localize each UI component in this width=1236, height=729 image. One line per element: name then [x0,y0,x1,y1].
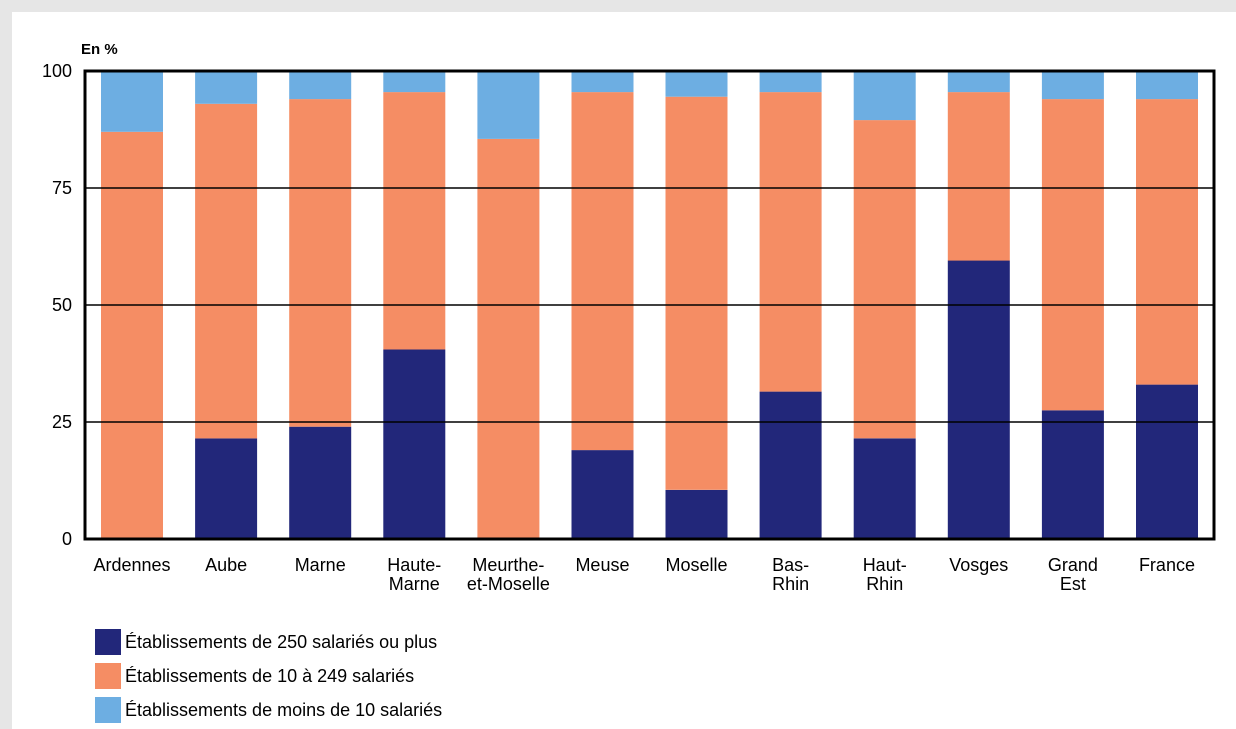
legend-label: Établissements de 250 salariés ou plus [125,631,438,652]
x-category-label: Meurthe-et-Moselle [467,555,550,594]
bar-segment [1041,99,1104,411]
bar-segment [665,71,728,97]
unit-label: En % [81,41,118,58]
bar-segment [665,489,728,539]
x-category-label: Haut-Rhin [863,555,907,594]
bar-segment [665,96,728,490]
bar-segment [853,438,916,539]
bar-segment [947,92,1010,261]
x-category-label: Marne [295,555,346,575]
bar-segment [759,92,822,392]
y-tick-label: 0 [62,529,72,549]
x-category-label: Vosges [949,555,1008,575]
bar-segment [101,71,163,132]
legend-item: Établissements de 10 à 249 salariés [95,659,442,693]
bar-segment [289,426,352,539]
bar-segment [571,450,634,539]
chart-panel: 0 25 50 75 100 En % Ardennes Aube Marne Haute-Mar… [12,12,1236,729]
bar-segment [571,92,634,451]
bar-segment [759,391,822,539]
legend: Établissements de 250 salariés ou plus Ét… [95,625,442,727]
bar-segment [853,120,916,439]
x-category-label: Moselle [666,555,728,575]
bar-segment [947,260,1010,539]
y-tick-label: 50 [52,295,72,315]
bar-segment [759,71,822,93]
legend-label: Établissements de 10 à 249 salariés [125,665,415,686]
bar-segment [289,99,352,427]
y-tick-label: 75 [52,178,72,198]
bar-segment [101,131,163,540]
legend-swatch [95,629,121,655]
x-category-label: Grand Est [1048,555,1098,594]
y-tick-label: 100 [42,61,72,81]
plot-frame [83,69,1216,541]
bar-segment [195,438,258,539]
legend-swatch [95,663,121,689]
bar-segment [571,71,634,93]
bar-segment [195,71,258,104]
bar-segment [1136,71,1198,100]
bar-segment [1041,71,1104,100]
bar-segment [1136,384,1198,539]
bar-segment [195,103,258,439]
legend-item: Établissements de 250 salariés ou plus [95,625,442,659]
x-category-label: Aube [205,555,247,575]
bar-segment [853,71,916,121]
legend-item: Établissements de moins de 10 salariés [95,693,442,727]
x-category-label: France [1139,555,1195,575]
bar-segment [289,71,352,100]
bar-segment [383,92,446,350]
bar-segment [383,349,446,539]
bar-segment [1041,410,1104,539]
x-category-label: Meuse [575,555,629,575]
legend-label: Établissements de moins de 10 salariés [125,699,443,720]
x-category-label: Haute-Marne [387,555,441,594]
bar-segment [947,71,1010,93]
y-tick-label: 25 [52,412,72,432]
bar-segment [1136,99,1198,385]
x-category-label: Bas-Rhin [772,555,809,594]
stacked-bar-chart: 0 25 50 75 100 En % Ardennes Aube Marne Haute-Mar… [42,41,1216,594]
bar-segment [477,138,540,539]
bar-segment [383,71,446,93]
bar-segment [477,71,540,139]
x-category-label: Ardennes [94,555,171,575]
legend-swatch [95,697,121,723]
